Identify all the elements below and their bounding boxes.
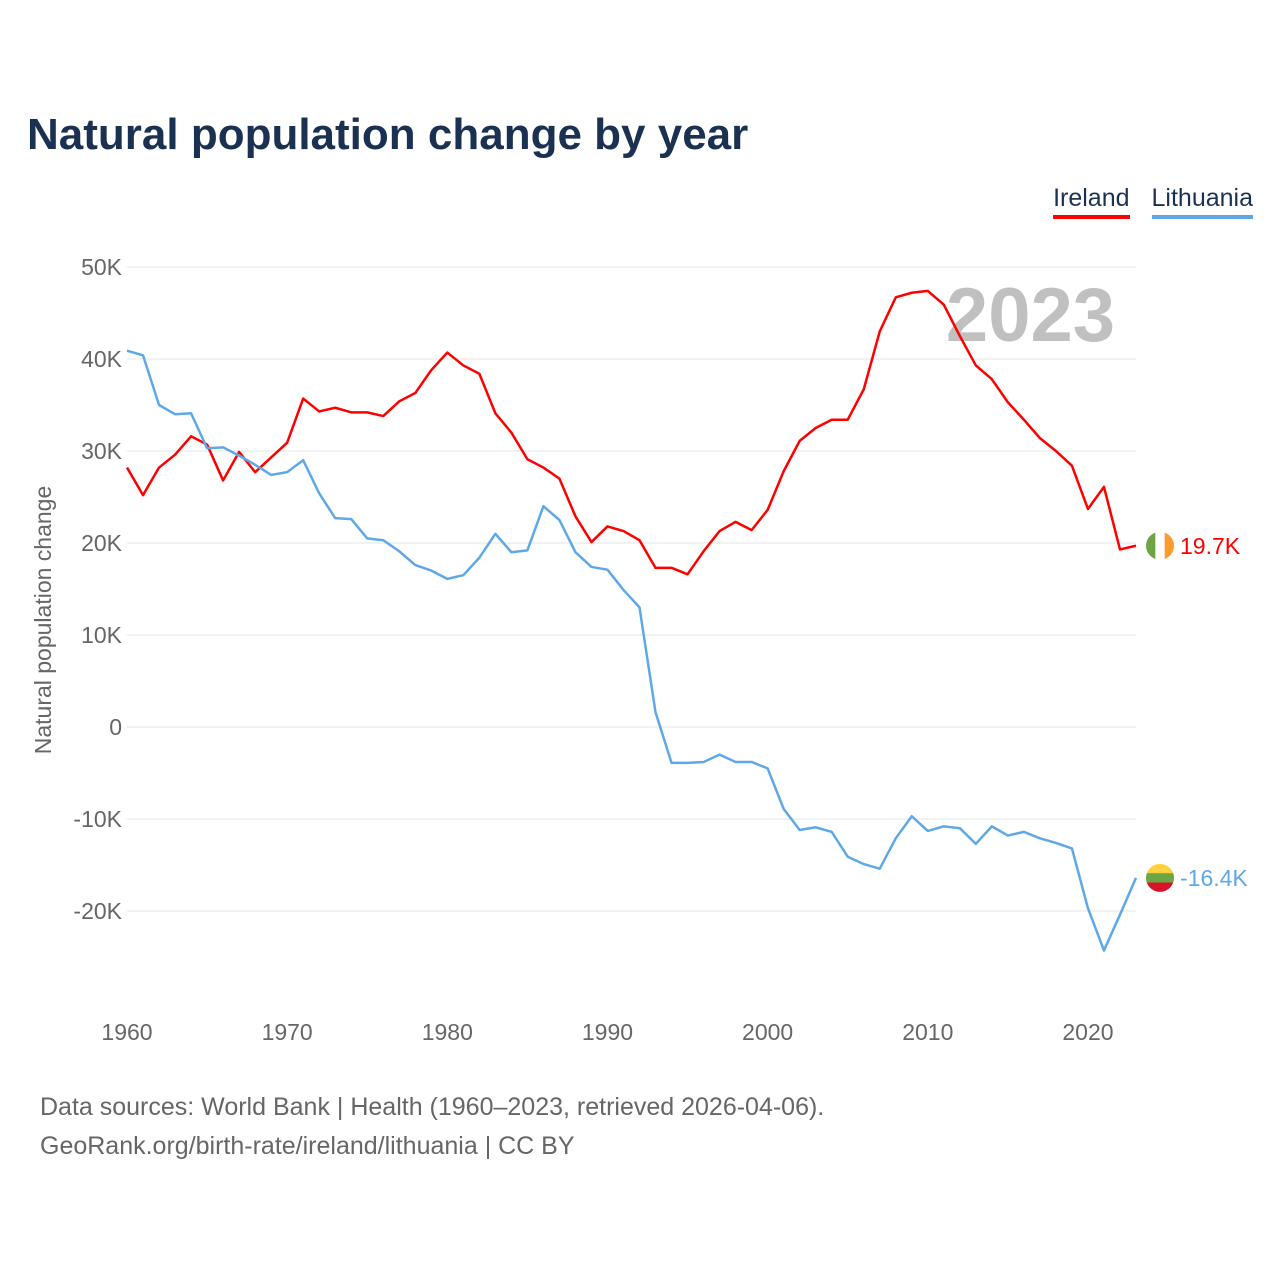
source-line-2[interactable]: GeoRank.org/birth-rate/ireland/lithuania… [40, 1132, 575, 1160]
source-line-1: Data sources: World Bank | Health (1960–… [40, 1093, 825, 1121]
y-axis-label: Natural population change [30, 486, 56, 755]
legend-lithuania[interactable]: Lithuania [1151, 184, 1253, 219]
source-note: Data sources: World Bank | Health (1960–… [40, 1088, 824, 1166]
y-tick-label: 10K [81, 622, 123, 648]
year-watermark: 2023 [946, 273, 1115, 358]
x-tick-label: 1980 [422, 1019, 473, 1045]
x-tick-label: 2020 [1062, 1019, 1113, 1045]
y-tick-label: 30K [81, 438, 123, 464]
series-line-lithuania [126, 349, 1138, 952]
ireland-flag-icon [1146, 531, 1174, 560]
y-tick-label: -20K [73, 898, 122, 924]
end-value-label-ireland: 19.7K [1180, 533, 1241, 559]
end-value-label-lithuania: -16.4K [1180, 865, 1248, 891]
legend: Ireland Lithuania [1053, 184, 1253, 219]
y-tick-label: 40K [81, 346, 123, 372]
y-tick-label: 20K [81, 530, 123, 556]
legend-ireland[interactable]: Ireland [1053, 184, 1130, 219]
y-tick-label: 0 [109, 714, 122, 740]
chart-title: Natural population change by year [27, 110, 749, 159]
x-tick-label: 2010 [902, 1019, 953, 1045]
x-tick-label: 1960 [101, 1019, 152, 1045]
y-tick-label: 50K [81, 254, 123, 280]
x-tick-label: 2000 [742, 1019, 793, 1045]
x-tick-label: 1990 [582, 1019, 633, 1045]
lithuania-flag-icon [1146, 863, 1174, 892]
y-tick-label: -10K [73, 806, 122, 832]
series-line-ireland [125, 289, 1137, 576]
x-tick-label: 1970 [262, 1019, 313, 1045]
